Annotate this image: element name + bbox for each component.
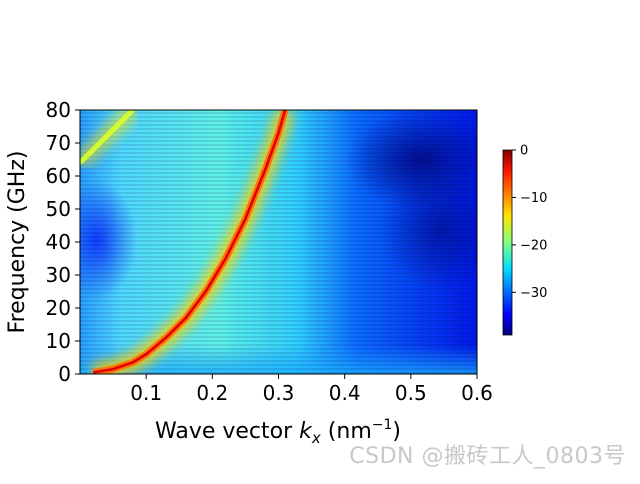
y-tick-label: 40 [46, 230, 71, 254]
colorbar-tick-label: −30 [520, 286, 547, 301]
x-axis: 0.1 0.2 0.3 0.4 0.5 0.6 [130, 374, 493, 405]
y-tick-label: 10 [46, 329, 71, 353]
x-tick-label: 0.4 [329, 381, 361, 405]
x-tick-label: 0.6 [461, 381, 493, 405]
x-tick-label: 0.2 [196, 381, 228, 405]
x-tick-label: 0.1 [130, 381, 162, 405]
colorbar-tick-label: −20 [520, 238, 547, 253]
colorbar-tick-label: −10 [520, 191, 547, 206]
colorbar-ticks: 0 −10 −20 −30 [512, 144, 547, 301]
y-tick-label: 0 [58, 362, 71, 386]
x-axis-label: Wave vector kx (nm−1) [155, 417, 401, 447]
x-tick-label: 0.3 [263, 381, 295, 405]
y-tick-label: 50 [46, 197, 71, 221]
y-tick-label: 70 [46, 131, 71, 155]
colorbar-tick-label: 0 [520, 144, 528, 159]
y-axis: 0 10 20 30 40 50 60 70 80 [46, 98, 80, 386]
secondary-branch [80, 110, 135, 165]
y-tick-label: 60 [46, 164, 71, 188]
y-tick-label: 20 [46, 296, 71, 320]
y-tick-label: 30 [46, 263, 71, 287]
y-tick-label: 80 [46, 98, 71, 122]
colorbar [502, 149, 513, 336]
x-tick-label: 0.5 [395, 381, 427, 405]
y-axis-label: Frequency (GHz) [5, 151, 30, 334]
dispersion-branch [92, 110, 287, 374]
watermark: CSDN @搬砖工人_0803号 [349, 444, 626, 469]
heatmap-area [80, 110, 477, 374]
